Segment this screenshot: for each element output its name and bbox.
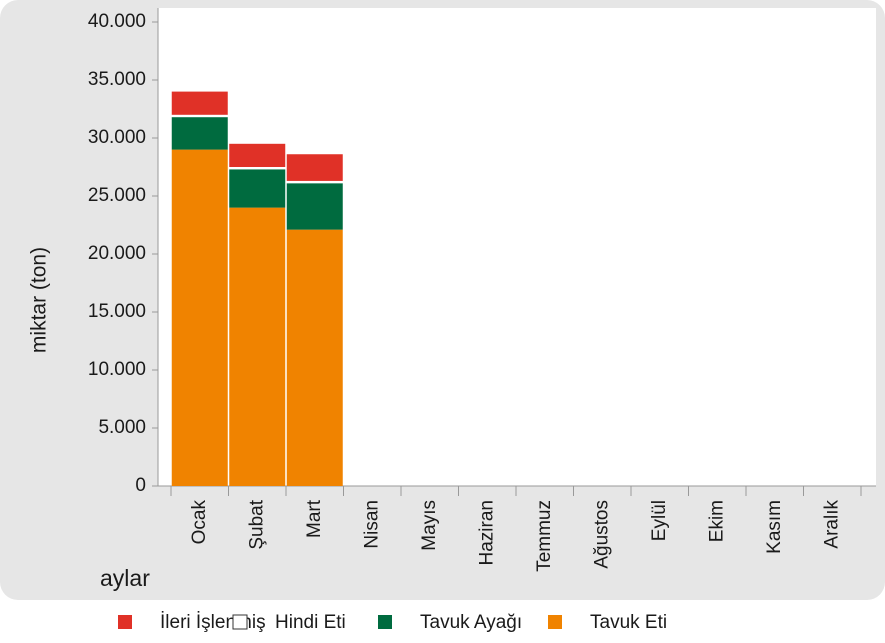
x-tick-label: Mayıs — [419, 500, 440, 551]
bar-segment — [171, 117, 228, 150]
y-tick-label: 30.000 — [88, 127, 146, 148]
legend-swatch — [548, 615, 562, 629]
legend-label: İleri İşlenmiş — [160, 612, 266, 633]
bar-segment — [229, 143, 286, 167]
bar-segment — [286, 180, 343, 184]
bar-segment — [229, 167, 286, 170]
y-tick-label: 20.000 — [88, 243, 146, 264]
x-tick-label: Ocak — [189, 500, 210, 545]
legend-swatch — [232, 614, 248, 630]
bar-segment — [171, 149, 228, 486]
bar-segment — [286, 183, 343, 230]
bar-segment — [229, 169, 286, 208]
y-tick-label: 25.000 — [88, 185, 146, 206]
x-tick-label: Kasım — [764, 500, 785, 554]
x-axis-label: aylar — [100, 565, 150, 591]
x-tick-label: Aralık — [821, 500, 842, 549]
bar-segment — [286, 154, 343, 181]
y-tick-label: 10.000 — [88, 359, 146, 380]
bar-segment — [286, 229, 343, 486]
y-tick-label: 15.000 — [88, 301, 146, 322]
y-tick-label: 5.000 — [98, 417, 146, 438]
legend-swatch — [378, 615, 392, 629]
x-tick-label: Şubat — [246, 499, 267, 549]
y-tick-label: 40.000 — [88, 11, 146, 32]
x-tick-label: Nisan — [361, 500, 382, 549]
x-tick-label: Temmuz — [534, 500, 555, 572]
legend-label: Tavuk Ayağı — [420, 612, 522, 633]
y-axis-label: miktar (ton) — [28, 247, 51, 353]
x-tick-label: Ağustos — [591, 500, 612, 569]
bar-segment — [229, 207, 286, 486]
x-tick-label: Mart — [304, 499, 325, 538]
x-tick-label: Haziran — [476, 500, 497, 565]
legend-swatch — [118, 615, 132, 629]
legend-label: Tavuk Eti — [590, 612, 667, 633]
y-tick-label: 0 — [135, 475, 146, 496]
bar-segment — [171, 114, 228, 118]
x-tick-label: Eylül — [649, 500, 670, 541]
x-tick-label: Ekim — [706, 500, 727, 542]
legend-label: Hindi Eti — [275, 612, 346, 633]
y-tick-label: 35.000 — [88, 69, 146, 90]
bar-segment — [171, 91, 228, 115]
